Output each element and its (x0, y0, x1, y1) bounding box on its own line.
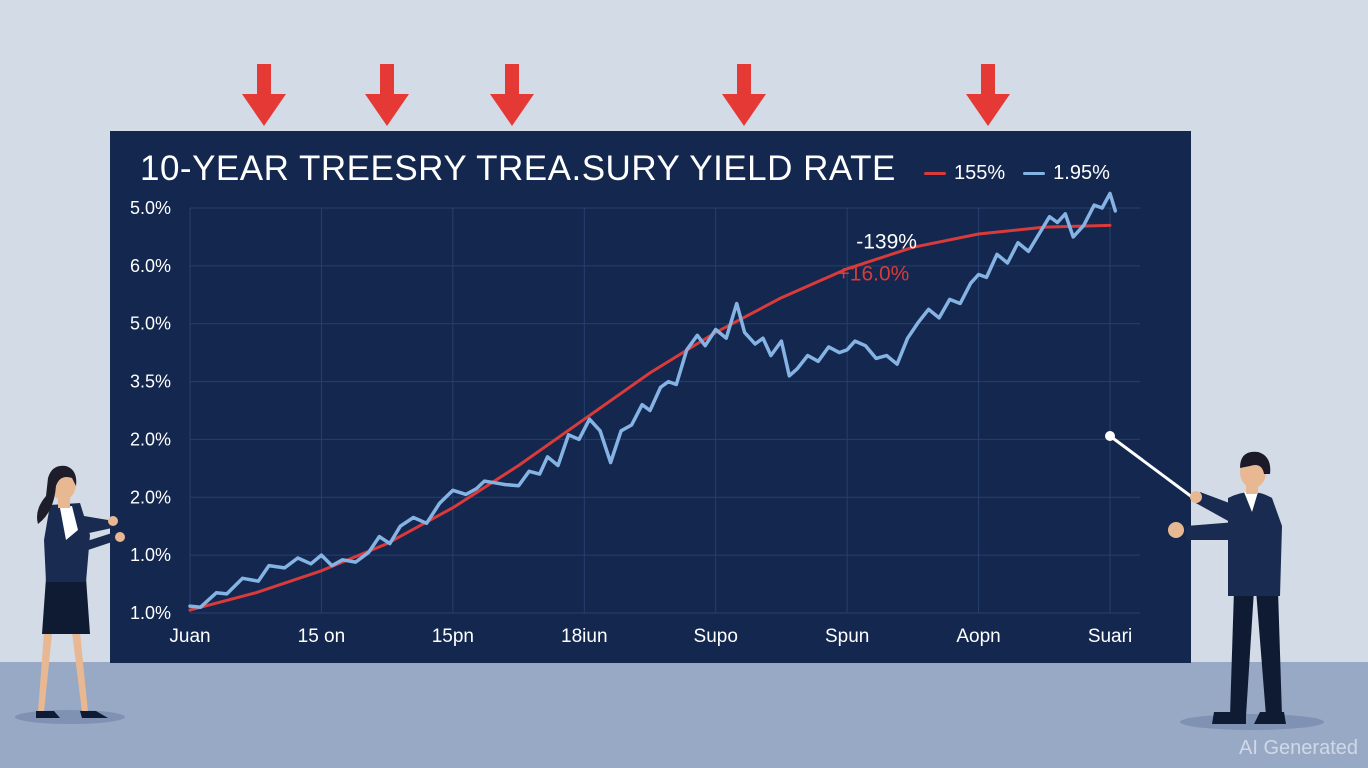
y-tick-label: 1.0% (130, 603, 171, 623)
chart-title: 10-YEAR TREESRY TREA.SURY YIELD RATE (140, 149, 896, 188)
down-arrow-icon (966, 64, 1010, 126)
woman-presenter (15, 465, 125, 724)
y-tick-label: 2.0% (130, 429, 171, 449)
legend-item-red: 155% (924, 162, 1005, 185)
x-tick-label: Supo (694, 626, 738, 647)
y-tick-label: 5.0% (130, 314, 171, 334)
y-tick-label: 1.0% (130, 545, 171, 565)
x-tick-label: Aopn (956, 626, 1000, 647)
down-arrows (242, 64, 1010, 126)
x-tick-label: 15pn (432, 626, 474, 647)
legend-swatch-blue (1023, 171, 1046, 175)
legend-swatch-red (924, 171, 946, 175)
x-tick-label: Suari (1088, 626, 1132, 647)
legend-label-red: 155% (954, 161, 1006, 184)
x-tick-label: 15 on (298, 626, 346, 647)
y-tick-label: 3.5% (130, 372, 171, 392)
annotation-label: -139% (856, 231, 917, 254)
man-presenter (1105, 431, 1324, 730)
down-arrow-icon (242, 64, 286, 126)
floor (0, 662, 1368, 768)
chart-board: 10-YEAR TREESRY TREA.SURY YIELD RATE 155… (110, 131, 1191, 663)
down-arrow-icon (722, 64, 766, 126)
x-tick-label: Juan (169, 626, 210, 647)
plot-area: 5.0% 6.0% 5.0% 3.5% 2.0% 2.0% 1.0% 1.0% Juan 15 o… (130, 191, 1140, 647)
series-line-red (188, 223, 1112, 612)
y-tick-label: 5.0% (130, 198, 171, 218)
down-arrow-icon (365, 64, 409, 126)
chart-legend: 155% 1.95% (924, 161, 1128, 185)
legend-item-blue: 1.95% (1023, 162, 1110, 185)
y-tick-label: 2.0% (130, 487, 171, 507)
annotation-label: +16.0% (838, 262, 910, 285)
y-tick-label: 6.0% (130, 256, 171, 276)
x-tick-label: Spun (825, 626, 869, 647)
legend-label-blue: 1.95% (1053, 161, 1110, 184)
watermark-text: AI Generated (1239, 737, 1358, 759)
down-arrow-icon (490, 64, 534, 126)
x-tick-label: 18iun (561, 626, 608, 647)
series-line-blue (188, 191, 1118, 609)
